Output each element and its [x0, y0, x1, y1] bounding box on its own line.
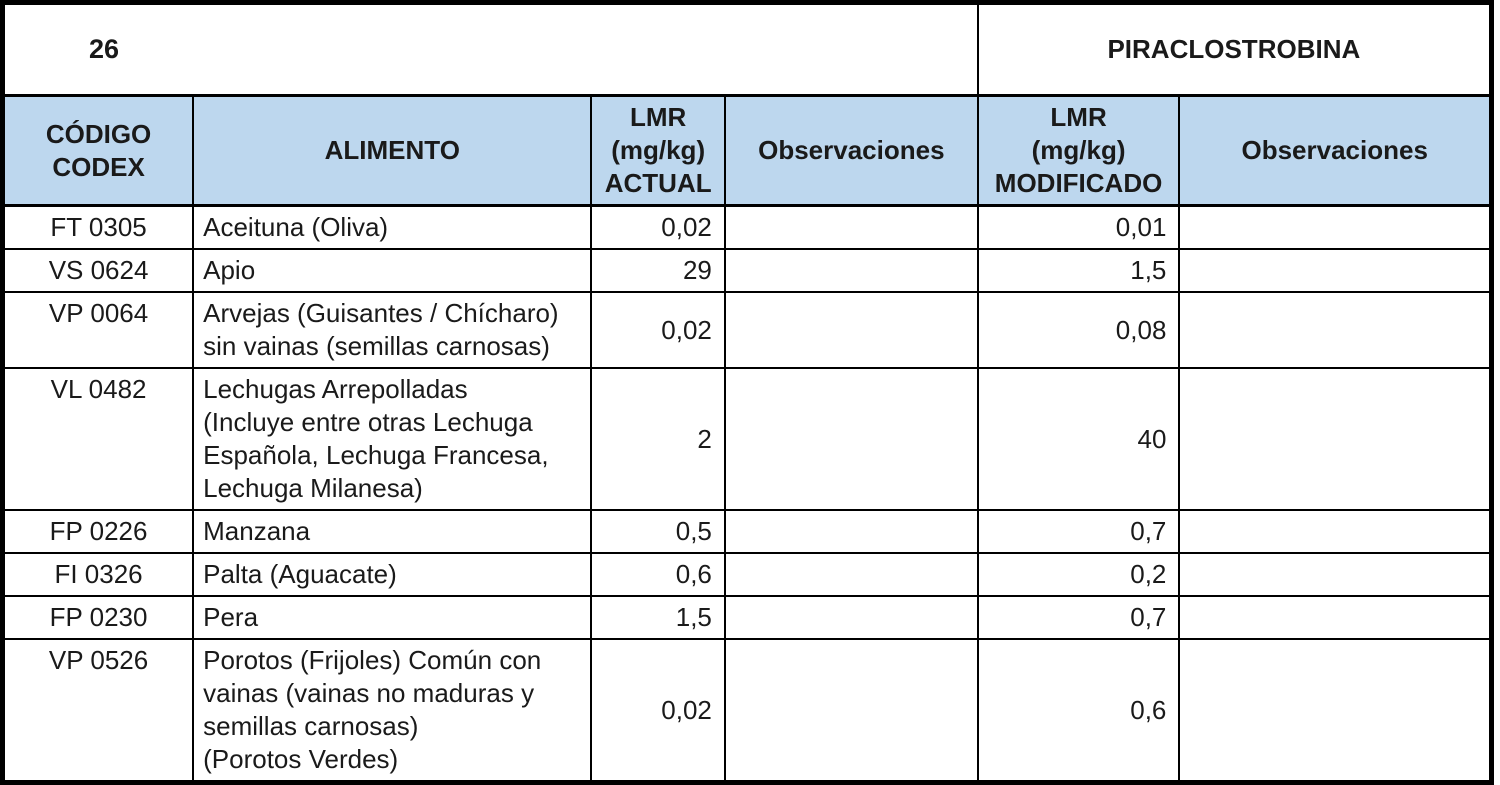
- table-row: FP 0230 Pera 1,5 0,7: [1, 595, 1493, 640]
- cell-observaciones-modificado: [1178, 552, 1493, 597]
- table-row: VS 0624 Apio 29 1,5: [1, 248, 1493, 293]
- cell-observaciones-actual: [723, 204, 979, 250]
- cell-lmr-actual: 0,6: [590, 552, 726, 597]
- cell-observaciones-actual: [723, 509, 979, 554]
- cell-observaciones-actual: [723, 638, 979, 784]
- cell-lmr-actual: 29: [590, 248, 726, 293]
- cell-codigo-codex: VL 0482: [1, 367, 195, 511]
- cell-alimento: Arvejas (Guisantes / Chícharo) sin vaina…: [192, 291, 593, 369]
- cell-alimento: Lechugas Arrepolladas (Incluye entre otr…: [192, 367, 593, 511]
- cell-lmr-modificado: 0,7: [976, 509, 1181, 554]
- cell-observaciones-actual: [723, 291, 979, 369]
- cell-codigo-codex: FP 0226: [1, 509, 195, 554]
- cell-lmr-actual: 0,02: [590, 638, 726, 784]
- cell-observaciones-modificado: [1178, 248, 1493, 293]
- column-header-row: CÓDIGO CODEX ALIMENTO LMR (mg/kg) ACTUAL…: [1, 94, 1493, 207]
- cell-codigo-codex: FT 0305: [1, 204, 195, 250]
- cell-codigo-codex: FP 0230: [1, 595, 195, 640]
- cell-codigo-codex: VS 0624: [1, 248, 195, 293]
- cell-codigo-codex: VP 0064: [1, 291, 195, 369]
- column-header-observaciones-modificado: Observaciones: [1178, 94, 1493, 207]
- column-header-lmr-actual: LMR (mg/kg) ACTUAL: [590, 94, 726, 207]
- table-row: VL 0482 Lechugas Arrepolladas (Incluye e…: [1, 367, 1493, 511]
- title-row: 26 PIRACLOSTROBINA: [1, 1, 1493, 97]
- table-row: FI 0326 Palta (Aguacate) 0,6 0,2: [1, 552, 1493, 597]
- cell-lmr-actual: 0,02: [590, 291, 726, 369]
- substance-header: PIRACLOSTROBINA: [976, 1, 1493, 97]
- column-header-observaciones-actual: Observaciones: [723, 94, 979, 207]
- cell-observaciones-modificado: [1178, 204, 1493, 250]
- cell-alimento: Apio: [192, 248, 593, 293]
- cell-alimento: Porotos (Frijoles) Común con vainas (vai…: [192, 638, 593, 784]
- cell-lmr-modificado: 0,01: [976, 204, 1181, 250]
- cell-alimento: Palta (Aguacate): [192, 552, 593, 597]
- column-header-alimento: ALIMENTO: [192, 94, 593, 207]
- cell-observaciones-modificado: [1178, 291, 1493, 369]
- cell-lmr-actual: 2: [590, 367, 726, 511]
- cell-lmr-actual: 0,5: [590, 509, 726, 554]
- cell-lmr-modificado: 0,7: [976, 595, 1181, 640]
- cell-codigo-codex: VP 0526: [1, 638, 195, 784]
- cell-observaciones-modificado: [1178, 638, 1493, 784]
- cell-lmr-modificado: 40: [976, 367, 1181, 511]
- cell-observaciones-modificado: [1178, 595, 1493, 640]
- table-row: FT 0305 Aceituna (Oliva) 0,02 0,01: [1, 204, 1493, 250]
- table-row: VP 0526 Porotos (Frijoles) Común con vai…: [1, 638, 1493, 784]
- cell-codigo-codex: FI 0326: [1, 552, 195, 597]
- cell-lmr-modificado: 1,5: [976, 248, 1181, 293]
- cell-lmr-modificado: 0,6: [976, 638, 1181, 784]
- cell-lmr-actual: 1,5: [590, 595, 726, 640]
- cell-lmr-modificado: 0,08: [976, 291, 1181, 369]
- cell-observaciones-modificado: [1178, 509, 1493, 554]
- column-header-codigo-codex: CÓDIGO CODEX: [1, 94, 195, 207]
- cell-observaciones-actual: [723, 367, 979, 511]
- cell-alimento: Aceituna (Oliva): [192, 204, 593, 250]
- cell-lmr-modificado: 0,2: [976, 552, 1181, 597]
- cell-observaciones-actual: [723, 248, 979, 293]
- cell-observaciones-actual: [723, 552, 979, 597]
- cell-alimento: Pera: [192, 595, 593, 640]
- page-number-cell: 26: [1, 1, 979, 97]
- table-row: VP 0064 Arvejas (Guisantes / Chícharo) s…: [1, 291, 1493, 369]
- cell-alimento: Manzana: [192, 509, 593, 554]
- cell-lmr-actual: 0,02: [590, 204, 726, 250]
- table-row: FP 0226 Manzana 0,5 0,7: [1, 509, 1493, 554]
- cell-observaciones-modificado: [1178, 367, 1493, 511]
- page-number: 26: [88, 34, 120, 64]
- cell-observaciones-actual: [723, 595, 979, 640]
- column-header-lmr-modificado: LMR (mg/kg) MODIFICADO: [976, 94, 1181, 207]
